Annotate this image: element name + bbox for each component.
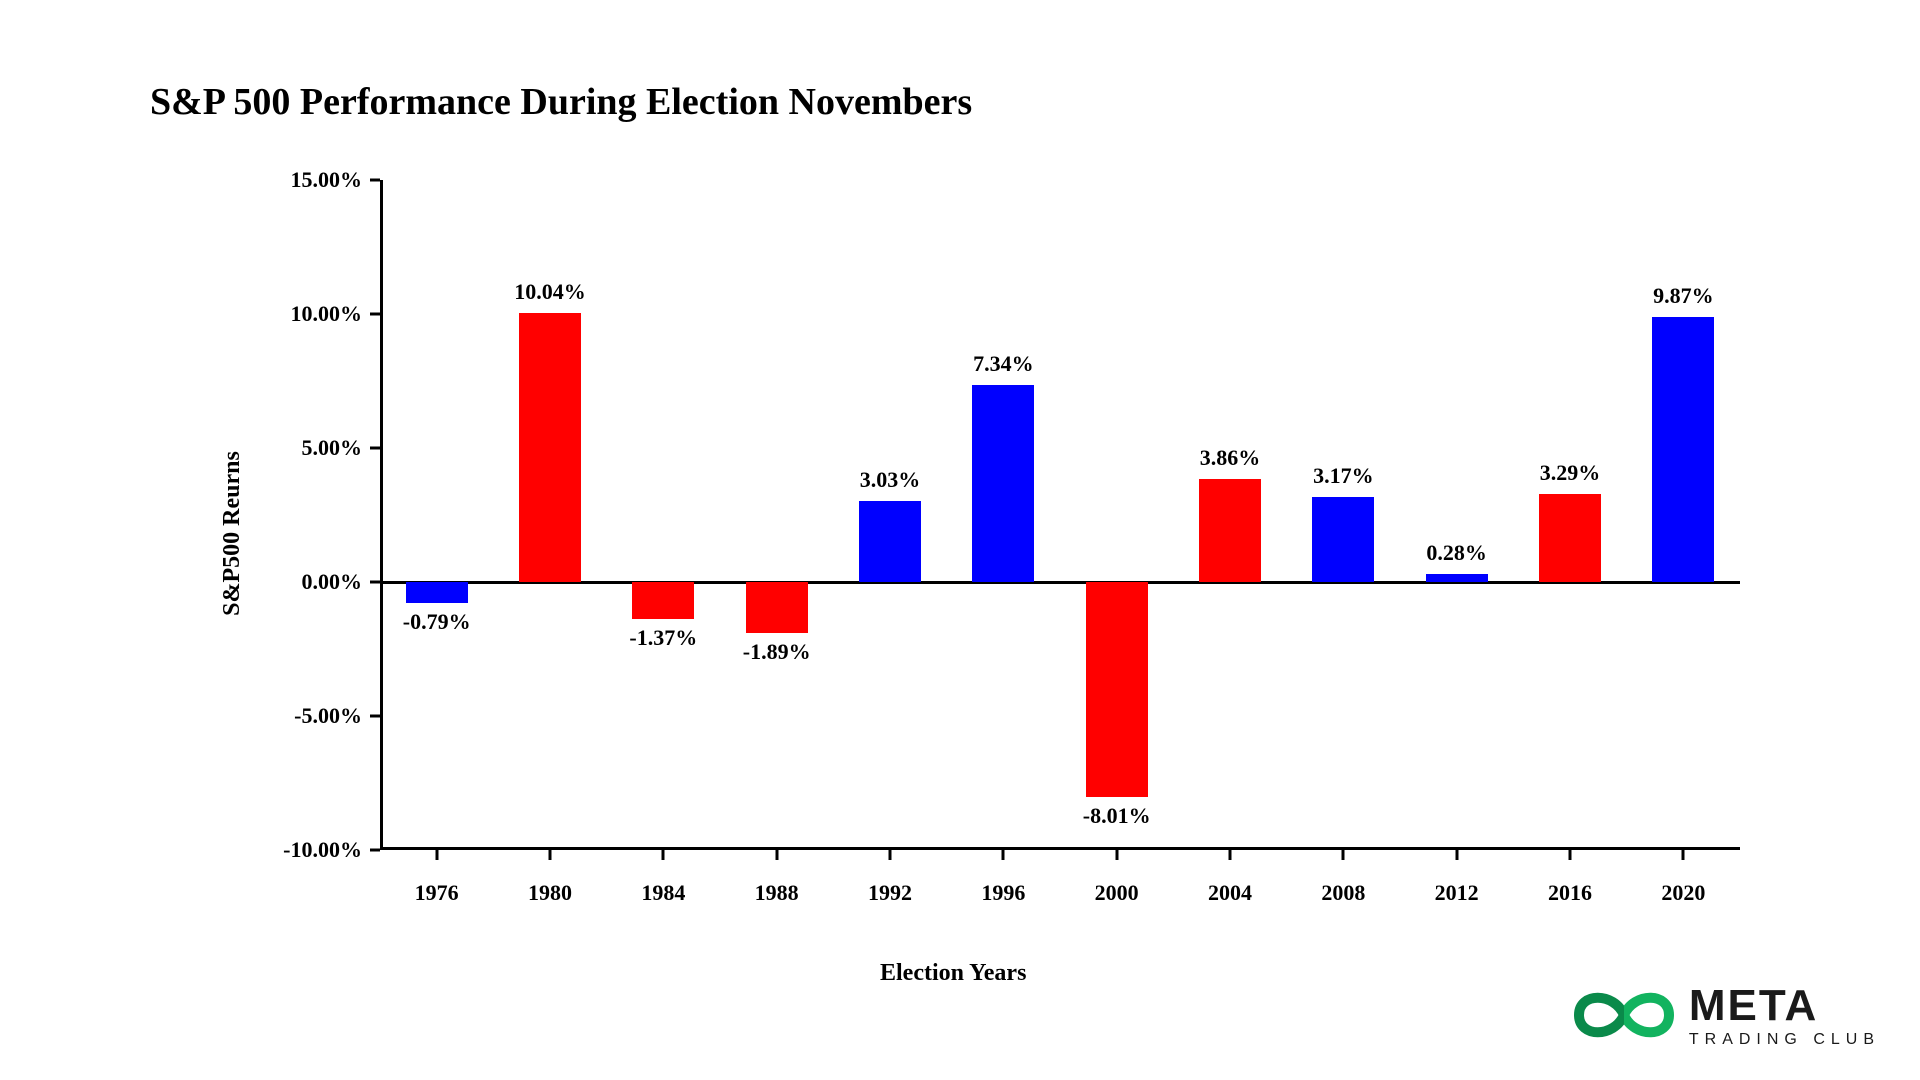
bar-value-label: 0.28% xyxy=(1426,540,1487,566)
ytick-mark xyxy=(370,581,380,584)
bar xyxy=(746,582,808,633)
bar xyxy=(859,501,921,582)
ytick-mark xyxy=(370,849,380,852)
xtick-label: 2000 xyxy=(1095,880,1139,906)
bar-value-label: -0.79% xyxy=(403,609,471,635)
ytick-label: 5.00% xyxy=(302,435,363,461)
bar xyxy=(1086,582,1148,797)
xtick-mark xyxy=(1682,850,1685,860)
bar xyxy=(1652,317,1714,582)
xtick-label: 1996 xyxy=(981,880,1025,906)
bar xyxy=(1426,574,1488,582)
bar xyxy=(519,313,581,582)
xtick-mark xyxy=(775,850,778,860)
brand-logo: META TRADING CLUB xyxy=(1569,980,1880,1050)
ytick-label: 10.00% xyxy=(291,301,363,327)
ytick-mark xyxy=(370,179,380,182)
xtick-label: 1992 xyxy=(868,880,912,906)
bar-value-label: 3.17% xyxy=(1313,463,1374,489)
ytick-mark xyxy=(370,313,380,316)
x-axis-line xyxy=(380,847,1740,850)
xtick-label: 1988 xyxy=(755,880,799,906)
xtick-label: 2004 xyxy=(1208,880,1252,906)
bar-value-label: 7.34% xyxy=(973,351,1034,377)
xtick-label: 1980 xyxy=(528,880,572,906)
bar xyxy=(406,582,468,603)
brand-logo-primary: META xyxy=(1689,981,1880,1031)
bar-value-label: 3.86% xyxy=(1200,445,1261,471)
xtick-label: 2016 xyxy=(1548,880,1592,906)
xtick-mark xyxy=(1229,850,1232,860)
bar xyxy=(1312,497,1374,582)
brand-logo-text: META TRADING CLUB xyxy=(1689,981,1880,1049)
ytick-label: 15.00% xyxy=(291,167,363,193)
xtick-mark xyxy=(889,850,892,860)
bar-value-label: -8.01% xyxy=(1083,803,1151,829)
ytick-mark xyxy=(370,447,380,450)
bar-value-label: 9.87% xyxy=(1653,283,1714,309)
bar-value-label: -1.37% xyxy=(629,625,697,651)
y-axis-label: S&P500 Reurns xyxy=(219,451,246,616)
zero-line xyxy=(380,581,1740,584)
xtick-label: 2020 xyxy=(1661,880,1705,906)
bar-chart: -10.00%-5.00%0.00%5.00%10.00%15.00%-0.79… xyxy=(380,180,1740,850)
x-axis-label: Election Years xyxy=(880,960,1026,987)
xtick-label: 1976 xyxy=(415,880,459,906)
ytick-label: -10.00% xyxy=(283,837,362,863)
xtick-mark xyxy=(1002,850,1005,860)
bar-value-label: 3.03% xyxy=(860,467,921,493)
ytick-label: 0.00% xyxy=(302,569,363,595)
y-axis-line xyxy=(380,180,383,850)
brand-logo-icon xyxy=(1569,980,1679,1050)
xtick-mark xyxy=(1569,850,1572,860)
xtick-mark xyxy=(549,850,552,860)
page-root: S&P 500 Performance During Election Nove… xyxy=(0,0,1920,1080)
chart-title: S&P 500 Performance During Election Nove… xyxy=(150,80,972,124)
bar-value-label: -1.89% xyxy=(743,639,811,665)
bar xyxy=(632,582,694,619)
brand-logo-secondary: TRADING CLUB xyxy=(1689,1031,1880,1049)
bar xyxy=(1199,479,1261,582)
xtick-mark xyxy=(1115,850,1118,860)
ytick-mark xyxy=(370,715,380,718)
xtick-mark xyxy=(435,850,438,860)
xtick-label: 1984 xyxy=(641,880,685,906)
ytick-label: -5.00% xyxy=(294,703,362,729)
bar xyxy=(1539,494,1601,582)
bar-value-label: 10.04% xyxy=(514,279,586,305)
bar xyxy=(972,385,1034,582)
xtick-mark xyxy=(1455,850,1458,860)
bar-value-label: 3.29% xyxy=(1540,460,1601,486)
xtick-mark xyxy=(662,850,665,860)
xtick-mark xyxy=(1342,850,1345,860)
xtick-label: 2012 xyxy=(1435,880,1479,906)
xtick-label: 2008 xyxy=(1321,880,1365,906)
